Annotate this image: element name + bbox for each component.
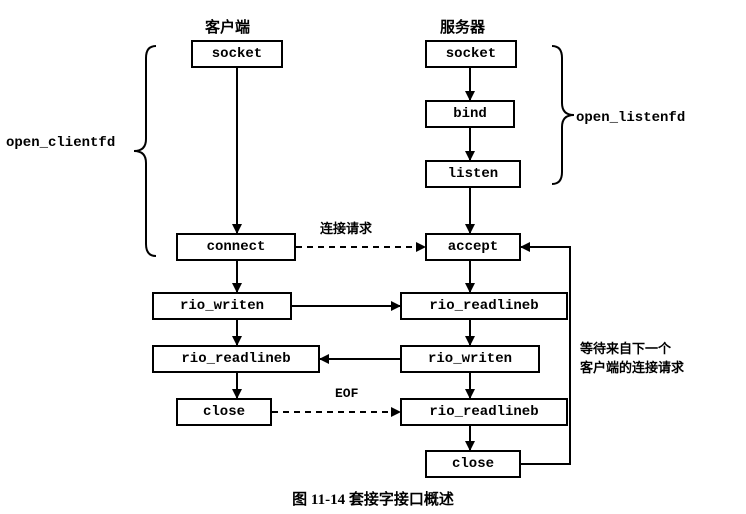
label-eof: EOF <box>335 386 358 401</box>
label-open_listenfd: open_listenfd <box>576 110 685 126</box>
node-s_close: close <box>425 450 521 478</box>
node-s_bind: bind <box>425 100 515 128</box>
column-header: 服务器 <box>440 16 485 37</box>
column-header: 客户端 <box>205 16 250 37</box>
node-c_close: close <box>176 398 272 426</box>
node-s_socket: socket <box>425 40 517 68</box>
node-c_rio_writen: rio_writen <box>152 292 292 320</box>
node-c_rio_readlineb: rio_readlineb <box>152 345 320 373</box>
label-open_clientfd: open_clientfd <box>6 135 115 151</box>
node-s_rio_writen: rio_writen <box>400 345 540 373</box>
label-conn_req: 连接请求 <box>320 218 372 237</box>
diagram-canvas: socketconnectrio_writenrio_readlinebclos… <box>0 0 746 514</box>
node-s_accept: accept <box>425 233 521 261</box>
node-c_connect: connect <box>176 233 296 261</box>
node-s_rio_readlineb2: rio_readlineb <box>400 398 568 426</box>
node-s_listen: listen <box>425 160 521 188</box>
figure-caption: 图 11-14 套接字接口概述 <box>0 488 746 509</box>
node-s_rio_readlineb: rio_readlineb <box>400 292 568 320</box>
node-c_socket: socket <box>191 40 283 68</box>
label-wait_next: 等待来自下一个客户端的连接请求 <box>580 338 684 376</box>
edges-svg <box>0 0 746 514</box>
